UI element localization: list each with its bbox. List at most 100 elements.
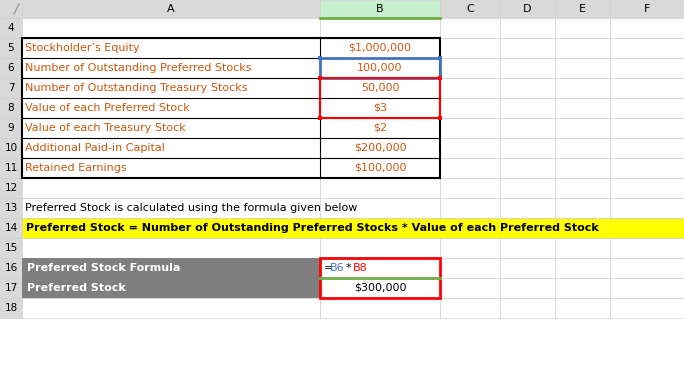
- Bar: [555, 38, 610, 58]
- Text: 6: 6: [8, 63, 14, 73]
- Bar: [500, 58, 555, 78]
- Bar: [320, 258, 440, 278]
- Bar: [320, 258, 440, 278]
- Bar: [320, 258, 440, 298]
- Bar: [555, 138, 610, 158]
- Bar: [438, 56, 442, 60]
- Bar: [320, 78, 440, 98]
- Bar: [320, 78, 440, 118]
- Bar: [318, 76, 322, 80]
- Bar: [440, 278, 500, 298]
- Bar: [500, 278, 555, 298]
- Bar: [610, 78, 684, 98]
- Bar: [440, 118, 500, 138]
- Text: 4: 4: [8, 23, 14, 33]
- Bar: [320, 58, 440, 78]
- Bar: [0, 258, 22, 278]
- Text: Retained Earnings: Retained Earnings: [25, 163, 127, 173]
- Bar: [22, 38, 440, 178]
- Bar: [22, 218, 320, 238]
- Bar: [500, 158, 555, 178]
- Bar: [440, 38, 500, 58]
- Bar: [0, 118, 22, 138]
- Text: 50,000: 50,000: [360, 83, 399, 93]
- Bar: [22, 238, 320, 258]
- Bar: [440, 138, 500, 158]
- Bar: [22, 218, 684, 238]
- Bar: [22, 158, 320, 178]
- Bar: [320, 278, 440, 298]
- Bar: [22, 258, 320, 278]
- Text: Preferred Stock is calculated using the formula given below: Preferred Stock is calculated using the …: [25, 203, 357, 213]
- Bar: [610, 98, 684, 118]
- Text: Preferred Stock = Number of Outstanding Preferred Stocks * Value of each Preferr: Preferred Stock = Number of Outstanding …: [26, 223, 598, 233]
- Bar: [0, 18, 22, 38]
- Bar: [500, 238, 555, 258]
- Text: 10: 10: [4, 143, 18, 153]
- Text: 14: 14: [4, 223, 18, 233]
- Bar: [555, 278, 610, 298]
- Bar: [500, 178, 555, 198]
- Text: Value of each Preferred Stock: Value of each Preferred Stock: [25, 103, 189, 113]
- Text: 5: 5: [8, 43, 14, 53]
- Bar: [0, 238, 22, 258]
- Bar: [440, 78, 500, 98]
- Text: Preferred Stock: Preferred Stock: [27, 283, 126, 293]
- Text: 15: 15: [4, 243, 18, 253]
- Bar: [22, 118, 320, 138]
- Bar: [320, 118, 440, 138]
- Bar: [22, 278, 320, 298]
- Bar: [320, 218, 440, 238]
- Bar: [22, 18, 320, 38]
- Bar: [610, 38, 684, 58]
- Bar: [555, 158, 610, 178]
- Bar: [440, 0, 500, 18]
- Bar: [555, 178, 610, 198]
- Bar: [318, 56, 322, 60]
- Bar: [440, 258, 500, 278]
- Bar: [500, 38, 555, 58]
- Bar: [320, 178, 440, 198]
- Text: $2: $2: [373, 123, 387, 133]
- Bar: [610, 238, 684, 258]
- Bar: [22, 258, 320, 278]
- Bar: [440, 158, 500, 178]
- Bar: [0, 78, 22, 98]
- Text: $100,000: $100,000: [354, 163, 406, 173]
- Bar: [500, 198, 555, 218]
- Text: B: B: [376, 4, 384, 14]
- Bar: [610, 278, 684, 298]
- Bar: [22, 198, 320, 218]
- Bar: [440, 98, 500, 118]
- Bar: [555, 238, 610, 258]
- Text: D: D: [523, 4, 531, 14]
- Bar: [318, 116, 322, 120]
- Text: Additional Paid-in Capital: Additional Paid-in Capital: [25, 143, 165, 153]
- Bar: [320, 238, 440, 258]
- Bar: [500, 218, 555, 238]
- Bar: [555, 298, 610, 318]
- Bar: [320, 278, 440, 298]
- Bar: [555, 18, 610, 38]
- Text: 100,000: 100,000: [357, 63, 403, 73]
- Bar: [500, 0, 555, 18]
- Text: 18: 18: [4, 303, 18, 313]
- Bar: [438, 116, 442, 120]
- Text: 7: 7: [8, 83, 14, 93]
- Bar: [0, 278, 22, 298]
- Bar: [440, 58, 500, 78]
- Bar: [500, 78, 555, 98]
- Bar: [500, 18, 555, 38]
- Text: Preferred Stock Formula: Preferred Stock Formula: [27, 263, 181, 273]
- Bar: [610, 258, 684, 278]
- Text: 8: 8: [8, 103, 14, 113]
- Bar: [610, 198, 684, 218]
- Bar: [610, 0, 684, 18]
- Bar: [555, 0, 610, 18]
- Text: 12: 12: [4, 183, 18, 193]
- Bar: [440, 298, 500, 318]
- Bar: [438, 76, 442, 80]
- Bar: [555, 58, 610, 78]
- Bar: [0, 218, 22, 238]
- Bar: [610, 218, 684, 238]
